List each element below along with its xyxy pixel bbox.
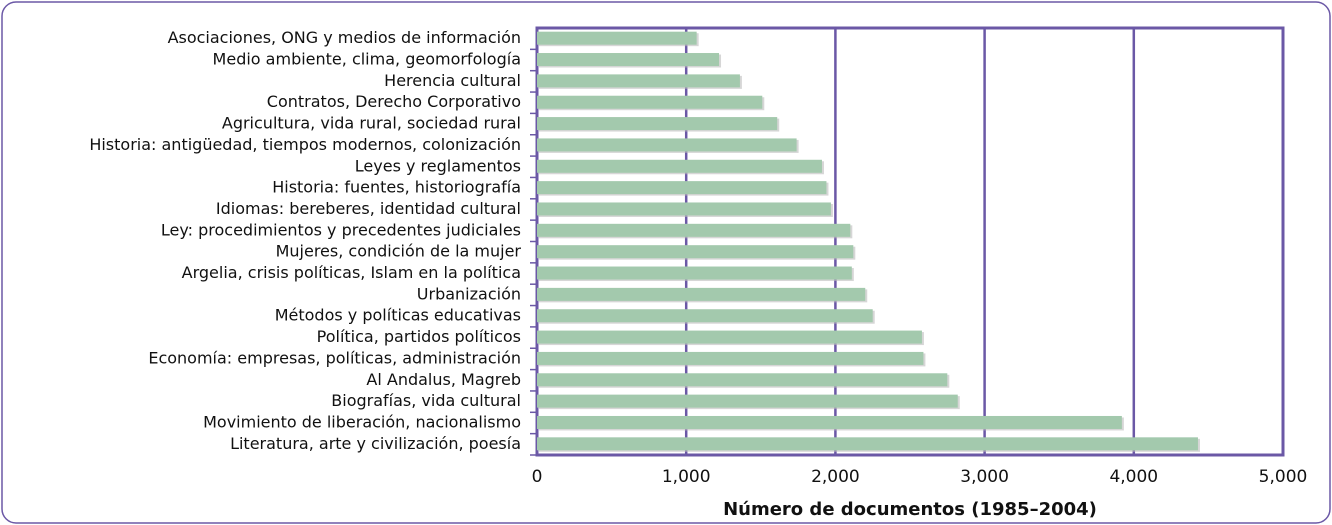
y-tick-label: Leyes y reglamentos bbox=[355, 156, 521, 175]
y-tick-label: Historia: antigüedad, tiempos modernos, … bbox=[89, 135, 521, 154]
bar bbox=[537, 117, 778, 131]
x-axis-title: Número de documentos (1985–2004) bbox=[723, 499, 1097, 520]
y-tick-label: Historia: fuentes, historiografía bbox=[272, 178, 521, 197]
bar bbox=[537, 181, 827, 195]
bar bbox=[537, 159, 822, 173]
bar bbox=[537, 415, 1122, 429]
y-tick-label: Agricultura, vida rural, sociedad rural bbox=[222, 114, 521, 133]
y-tick-label: Biografías, vida cultural bbox=[331, 391, 521, 410]
y-tick-label: Literatura, arte y civilización, poesía bbox=[230, 434, 521, 453]
x-tick-label: 0 bbox=[532, 467, 543, 487]
bar bbox=[537, 266, 852, 280]
x-tick-label: 2,000 bbox=[811, 467, 860, 487]
y-tick-label: Métodos y políticas educativas bbox=[275, 306, 521, 325]
bar bbox=[537, 373, 948, 387]
bar bbox=[537, 330, 922, 344]
x-tick-label: 4,000 bbox=[1109, 467, 1158, 487]
bar bbox=[537, 437, 1198, 451]
bar bbox=[537, 394, 958, 408]
bar bbox=[537, 202, 831, 216]
bar bbox=[537, 351, 924, 365]
bar bbox=[537, 245, 854, 259]
y-tick-label: Movimiento de liberación, nacionalismo bbox=[203, 412, 521, 431]
bar bbox=[537, 287, 866, 301]
y-tick-label: Contratos, Derecho Corporativo bbox=[267, 92, 521, 111]
y-tick-label: Mujeres, condición de la mujer bbox=[276, 242, 522, 261]
bar bbox=[537, 31, 697, 45]
x-tick-label: 5,000 bbox=[1259, 467, 1308, 487]
y-tick-label: Economía: empresas, políticas, administr… bbox=[148, 348, 521, 367]
bar bbox=[537, 53, 720, 67]
y-tick-label: Política, partidos políticos bbox=[317, 327, 521, 346]
bar bbox=[537, 138, 797, 152]
y-tick-label: Ley: procedimientos y precedentes judici… bbox=[161, 220, 521, 239]
y-tick-label: Herencia cultural bbox=[384, 71, 521, 90]
y-tick-label: Idiomas: bereberes, identidad cultural bbox=[216, 199, 521, 218]
y-tick-label: Argelia, crisis políticas, Islam en la p… bbox=[182, 263, 521, 282]
bar bbox=[537, 95, 763, 109]
y-tick-label: Medio ambiente, clima, geomorfología bbox=[213, 50, 521, 69]
bar bbox=[537, 223, 851, 237]
x-tick-label: 3,000 bbox=[960, 467, 1009, 487]
x-tick-label: 1,000 bbox=[662, 467, 711, 487]
y-tick-label: Asociaciones, ONG y medios de informació… bbox=[168, 28, 521, 47]
y-tick-label: Urbanización bbox=[417, 284, 521, 303]
bar bbox=[537, 74, 740, 88]
bar bbox=[537, 309, 873, 323]
y-tick-label: Al Andalus, Magreb bbox=[366, 370, 521, 389]
